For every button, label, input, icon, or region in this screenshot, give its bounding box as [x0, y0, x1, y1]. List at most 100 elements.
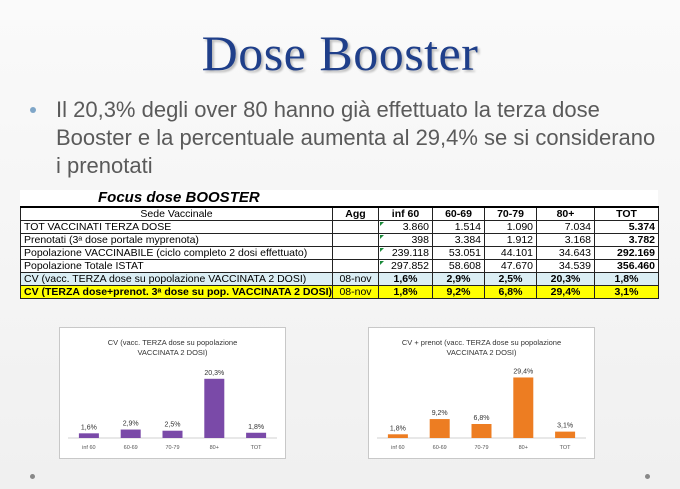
data-label: 3,1%: [557, 423, 573, 430]
nav-dot-left-icon: [30, 474, 35, 479]
cell-tot: 292.169: [594, 246, 659, 260]
tick-label: 70-79: [474, 445, 488, 451]
chart-cv-prenot-plot: 1,8% inf 60 9,2% 60-69 6,8% 70-79 29,4% 80+ 3,1%…: [377, 368, 586, 451]
cell-tot: 3,1%: [594, 285, 659, 299]
bar: [387, 434, 408, 438]
tick-label: 80+: [519, 445, 528, 451]
bar: [246, 432, 267, 438]
chart-cv-prenot: CV + prenot (vacc. TERZA dose su popolaz…: [368, 327, 595, 459]
table-title: Focus dose BOOSTER: [98, 189, 260, 206]
data-label: 1,8%: [390, 425, 406, 432]
cell-80plus: 34.643: [536, 246, 595, 260]
cell-80plus: 20,3%: [536, 272, 595, 286]
slide-title: Dose Booster: [201, 25, 479, 81]
tick-label: 60-69: [433, 445, 447, 451]
cell-60-69: 3.384: [432, 233, 485, 247]
row-agg: [332, 220, 379, 234]
booster-table: Sede Vaccinale Agg inf 60 60-69 70-79 80…: [20, 206, 659, 299]
tick-label: 80+: [210, 445, 219, 451]
chart-cv: CV (vacc. TERZA dose su popolazione VACC…: [59, 327, 286, 459]
header-tot: TOT: [594, 206, 659, 221]
bar: [162, 430, 183, 438]
table-row: Popolazione Totale ISTAT 297.852 58.608 …: [20, 259, 659, 273]
tick-label: inf 60: [391, 445, 404, 451]
data-label: 1,6%: [81, 424, 97, 431]
cell-80plus: 3.168: [536, 233, 595, 247]
row-agg: [332, 259, 379, 273]
cell-70-79: 47.670: [484, 259, 537, 273]
bar: [120, 429, 141, 438]
tick-label: 60-69: [124, 445, 138, 451]
cell-60-69: 9,2%: [432, 285, 485, 299]
data-label: 29,4%: [513, 368, 533, 375]
cell-tot: 5.374: [594, 220, 659, 234]
cell-inf60: 3.860: [378, 220, 433, 234]
header-60-69: 60-69: [432, 206, 485, 221]
nav-dot-right-icon: [645, 474, 650, 479]
cell-60-69: 58.608: [432, 259, 485, 273]
row-label: TOT VACCINATI TERZA DOSE: [20, 220, 333, 234]
cell-70-79: 6,8%: [484, 285, 537, 299]
cell-inf60: 1,8%: [378, 285, 433, 299]
cell-70-79: 1.090: [484, 220, 537, 234]
cell-70-79: 44.101: [484, 246, 537, 260]
table-header-row: Sede Vaccinale Agg inf 60 60-69 70-79 80…: [20, 206, 659, 221]
cell-inf60: 398: [378, 233, 433, 247]
row-agg: [332, 246, 379, 260]
cell-60-69: 1.514: [432, 220, 485, 234]
row-label: Popolazione Totale ISTAT: [20, 259, 333, 273]
chart-cv-plot: 1,6% inf 60 2,9% 60-69 2,5% 70-79 20,3% 80+ 1,8%…: [68, 370, 277, 451]
tick-label: 70-79: [165, 445, 179, 451]
cell-tot: 3.782: [594, 233, 659, 247]
table-row: Popolazione VACCINABILE (ciclo completo …: [20, 246, 659, 260]
chart-title: CV (vacc. TERZA dose su popolazione VACC…: [107, 338, 238, 357]
tick-label: inf 60: [82, 445, 95, 451]
bar: [513, 377, 534, 438]
row-agg: 08-nov: [332, 285, 379, 299]
bar: [78, 433, 99, 438]
bullet-point-icon: [30, 107, 36, 113]
header-inf60: inf 60: [378, 206, 433, 221]
bar: [471, 424, 492, 438]
cell-70-79: 1.912: [484, 233, 537, 247]
cell-80plus: 7.034: [536, 220, 595, 234]
row-label: CV (vacc. TERZA dose su popolazione VACC…: [20, 272, 333, 286]
focus-table: Focus dose BOOSTER Sede Vaccinale Agg in…: [20, 189, 659, 299]
bar: [204, 378, 225, 438]
cell-inf60: 297.852: [378, 259, 433, 273]
table-row-cv-prenot: CV (TERZA dose+prenot. 3ᵃ dose su pop. V…: [20, 285, 659, 299]
cell-60-69: 2,9%: [432, 272, 485, 286]
row-agg: 08-nov: [332, 272, 379, 286]
data-label: 1,8%: [248, 424, 264, 431]
tick-label: TOT: [251, 445, 263, 451]
row-agg: [332, 233, 379, 247]
cell-70-79: 2,5%: [484, 272, 537, 286]
row-label: Popolazione VACCINABILE (ciclo completo …: [20, 246, 333, 260]
cell-60-69: 53.051: [432, 246, 485, 260]
header-agg: Agg: [332, 206, 379, 221]
table-row: TOT VACCINATI TERZA DOSE 3.860 1.514 1.0…: [20, 220, 659, 234]
data-label: 2,9%: [123, 421, 139, 428]
cell-inf60: 1,6%: [378, 272, 433, 286]
data-label: 2,5%: [165, 422, 181, 429]
cell-80plus: 34.539: [536, 259, 595, 273]
cell-tot: 1,8%: [594, 272, 659, 286]
bar: [429, 419, 450, 438]
table-row: Prenotati (3ᵃ dose portale myprenota) 39…: [20, 233, 659, 247]
bar: [555, 431, 576, 438]
data-label: 20,3%: [204, 370, 224, 377]
chart-title: CV + prenot (vacc. TERZA dose su popolaz…: [401, 338, 562, 357]
header-80plus: 80+: [536, 206, 595, 221]
tick-label: TOT: [560, 445, 572, 451]
bullet-text: Il 20,3% degli over 80 hanno già effettu…: [56, 97, 656, 178]
data-label: 9,2%: [432, 410, 448, 417]
row-label: CV (TERZA dose+prenot. 3ᵃ dose su pop. V…: [20, 285, 333, 299]
table-row-cv: CV (vacc. TERZA dose su popolazione VACC…: [20, 272, 659, 286]
header-sede: Sede Vaccinale: [20, 206, 333, 221]
row-label: Prenotati (3ᵃ dose portale myprenota): [20, 233, 333, 247]
cell-80plus: 29,4%: [536, 285, 595, 299]
header-70-79: 70-79: [484, 206, 537, 221]
cell-tot: 356.460: [594, 259, 659, 273]
data-label: 6,8%: [474, 415, 490, 422]
cell-inf60: 239.118: [378, 246, 433, 260]
